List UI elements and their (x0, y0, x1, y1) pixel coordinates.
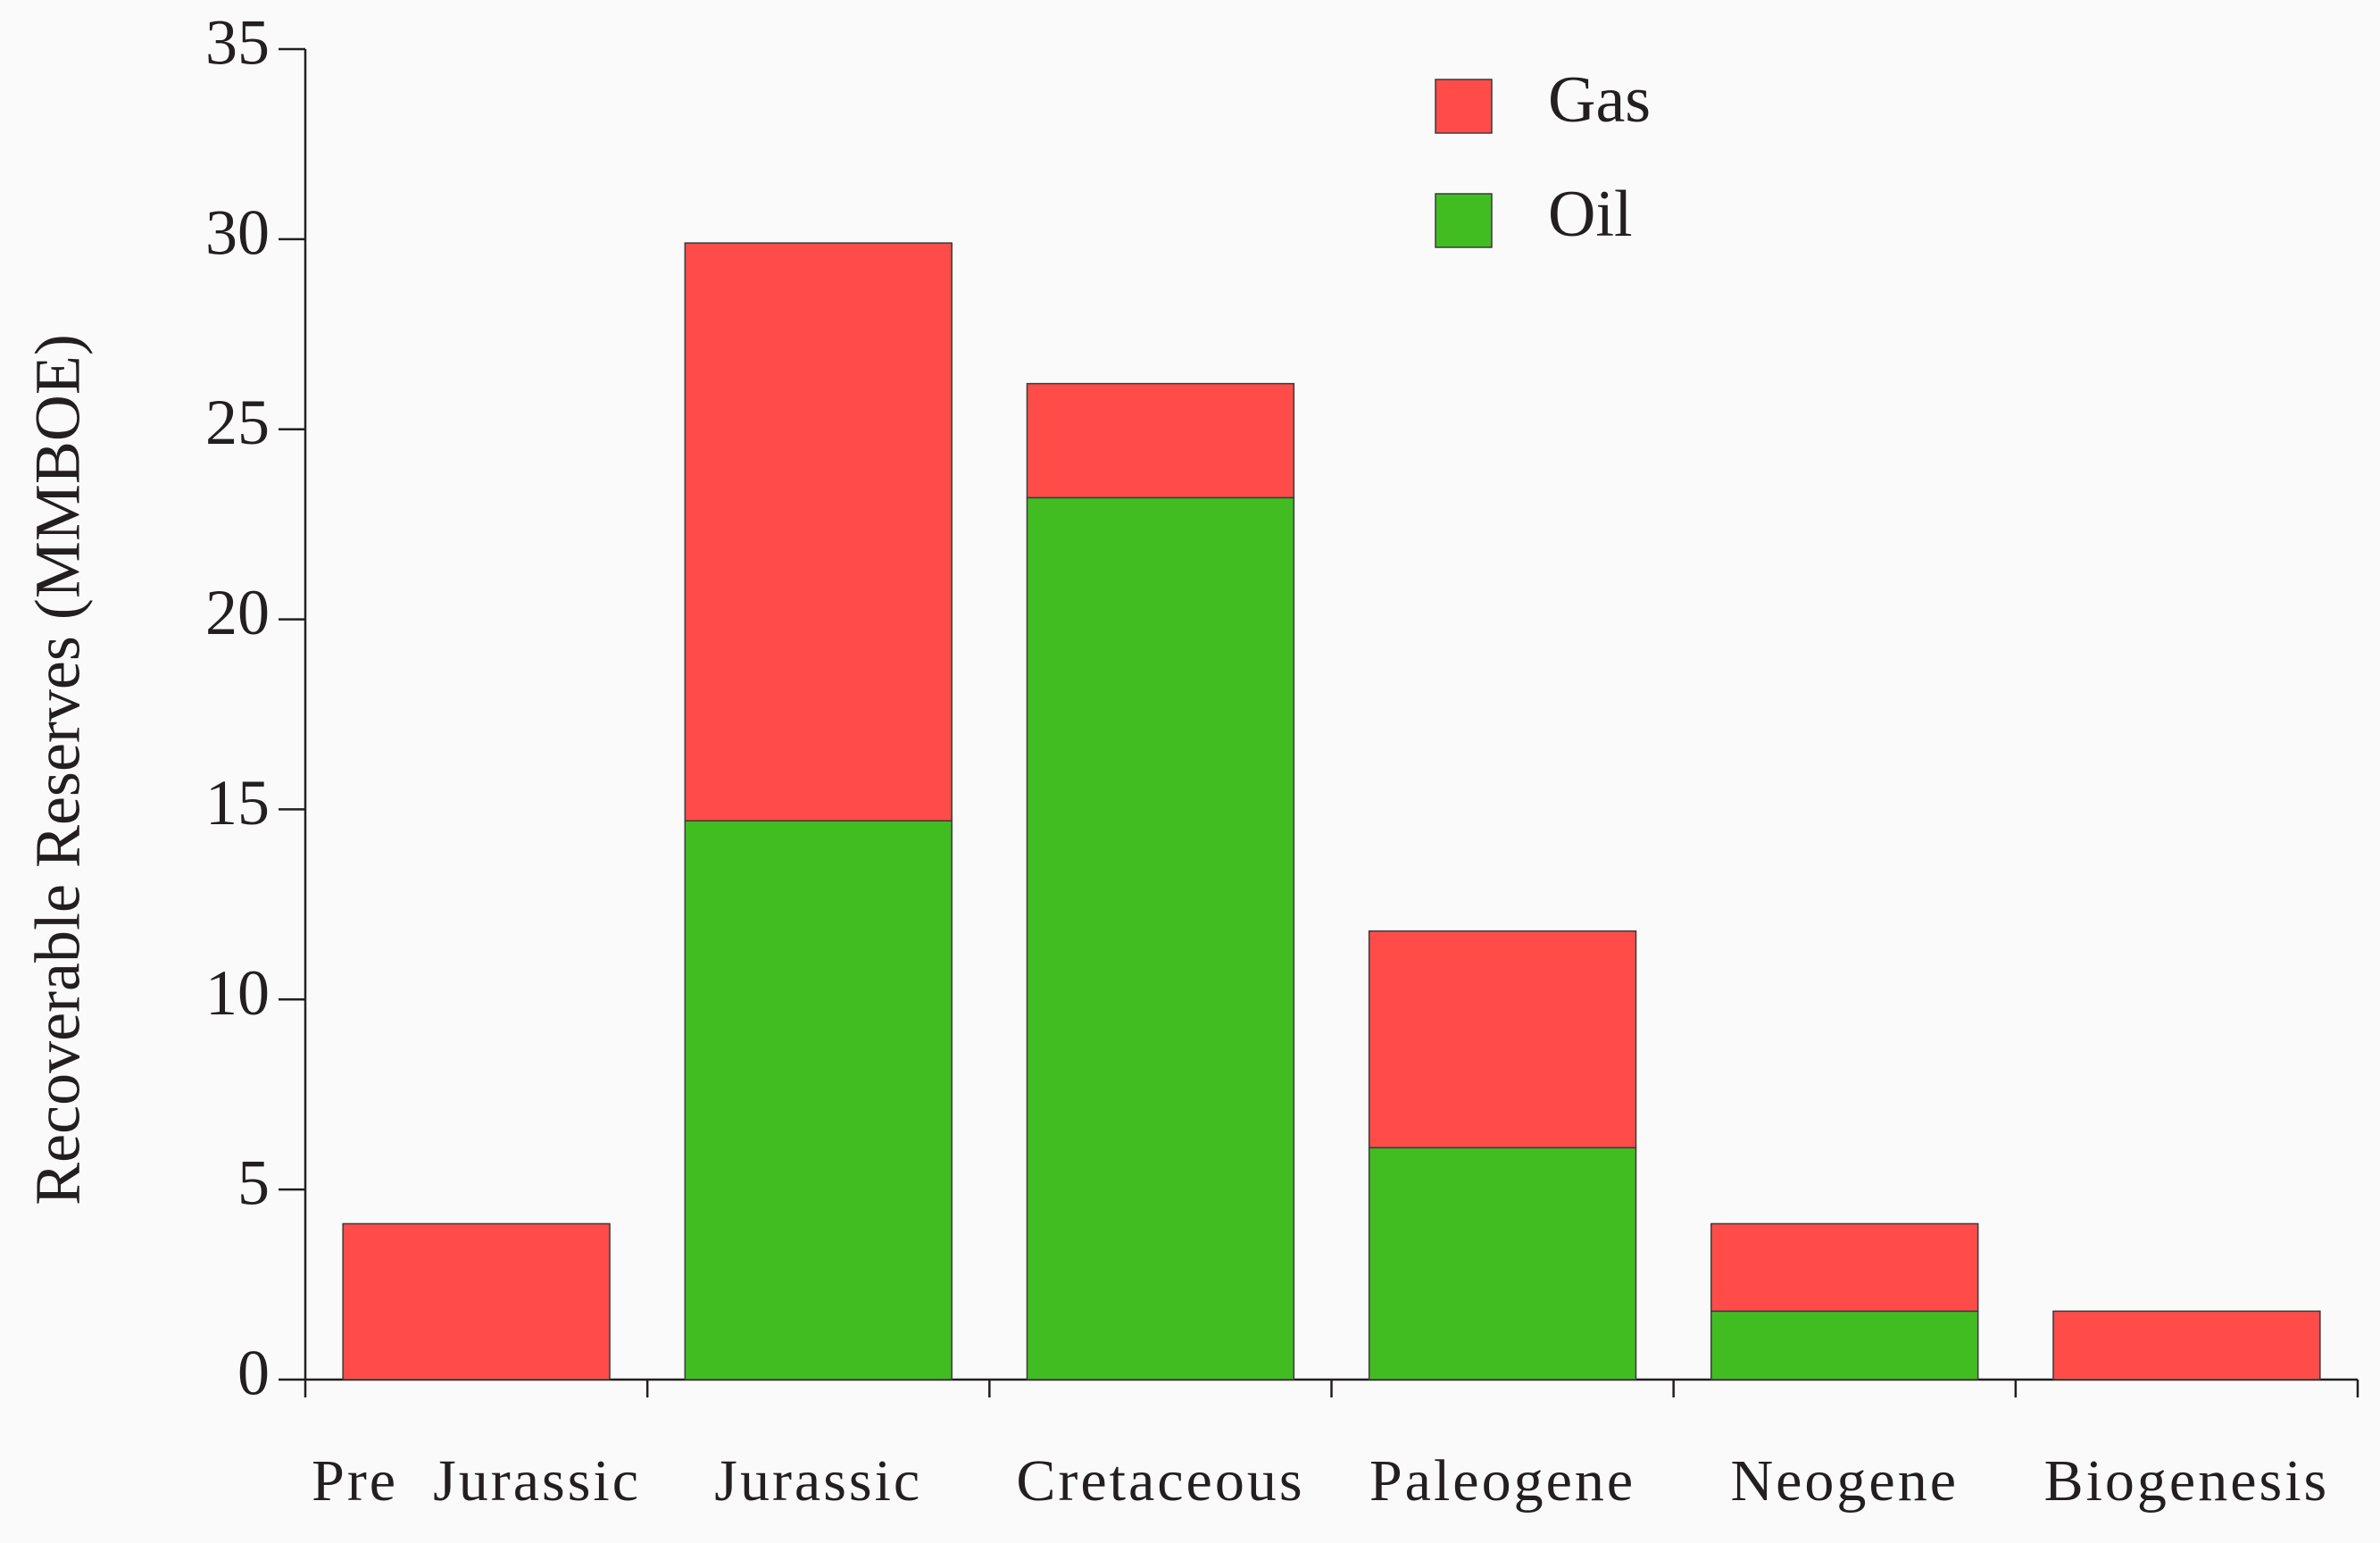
bar-segment (1026, 382, 1295, 499)
bar-segment (2052, 1310, 2321, 1380)
bar-segment (342, 1222, 611, 1380)
y-axis-label: Recoverable Reserves (MMBOE) (22, 334, 94, 1205)
x-tick-label: Paleogene (1369, 1448, 1635, 1514)
y-tick-label: 20 (205, 577, 270, 648)
y-tick-label: 0 (237, 1338, 270, 1409)
x-tick-label: Biogenesis (2044, 1448, 2330, 1514)
y-tick-label: 5 (237, 1147, 270, 1219)
x-tick-label: Neogene (1730, 1448, 1959, 1514)
bar-segment (1368, 930, 1637, 1149)
bar-segment (684, 820, 953, 1380)
legend-swatch (1435, 193, 1493, 248)
bar-segment (1368, 1147, 1637, 1380)
bar-segment (1710, 1222, 1979, 1313)
x-tick-label: Jurassic (714, 1448, 922, 1514)
y-tick-label: 10 (205, 957, 270, 1029)
x-tick-label: Cretaceous (1016, 1448, 1304, 1514)
x-tick-label: Pre Jurassic (312, 1448, 641, 1514)
legend-swatch (1435, 79, 1493, 134)
bar-segment (684, 242, 953, 822)
legend-label: Gas (1548, 63, 1651, 137)
y-tick-label: 15 (205, 767, 270, 838)
y-tick-label: 35 (205, 7, 270, 79)
y-tick-label: 30 (205, 196, 270, 268)
y-tick-label: 25 (205, 387, 270, 458)
legend-label: Oil (1548, 178, 1633, 251)
bar-segment (1710, 1310, 1979, 1380)
bar-segment (1026, 496, 1295, 1380)
